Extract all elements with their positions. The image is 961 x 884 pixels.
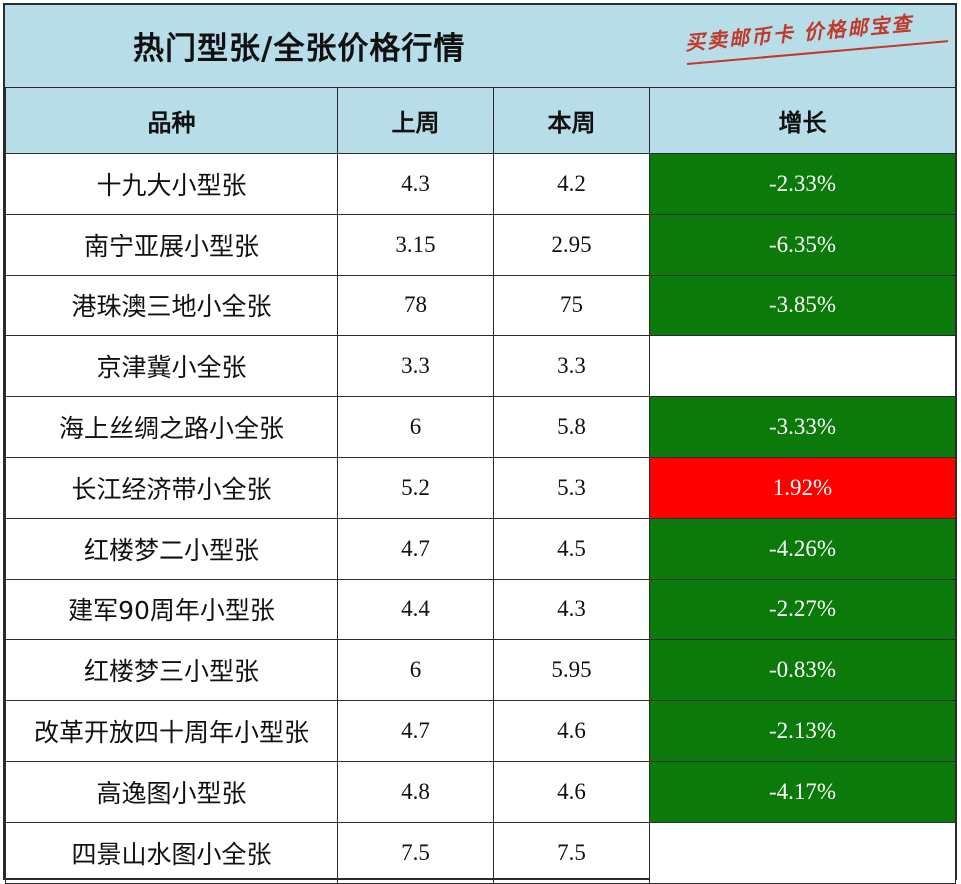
- cell-last-week: 4.4: [337, 578, 494, 641]
- cell-this-week: 75: [493, 274, 650, 337]
- watermark-logo: 买卖邮币卡 价格邮宝查: [684, 11, 915, 55]
- cell-this-week: 4.3: [493, 578, 650, 641]
- cell-growth: -2.33%: [649, 153, 956, 215]
- cell-variety: 红楼梦三小型张: [5, 639, 338, 702]
- table-row: 红楼梦二小型张 4.7 4.5 -4.26%: [5, 517, 956, 580]
- cell-variety: 改革开放四十周年小型张: [5, 700, 338, 762]
- cell-growth: -4.17%: [649, 760, 956, 823]
- cell-last-week: 78: [337, 274, 494, 337]
- cell-this-week: 5.3: [493, 456, 650, 519]
- cell-last-week: 3.15: [337, 213, 494, 276]
- cell-this-week: 4.5: [493, 517, 650, 580]
- cell-this-week: 5.8: [493, 396, 650, 458]
- table-row: 改革开放四十周年小型张 4.7 4.6 -2.13%: [5, 700, 956, 762]
- cell-last-week: 6: [337, 396, 494, 458]
- price-table: 品种 上周 本周 增长 十九大小型张 4.3 4.2 -2.33% 南宁亚展小型张 3.1…: [5, 87, 956, 884]
- cell-this-week: 5.95: [493, 639, 650, 702]
- title-bar: 热门型张/全张价格行情 买卖邮币卡 价格邮宝查: [5, 5, 955, 89]
- cell-variety: 红楼梦二小型张: [5, 517, 338, 580]
- column-header-variety: 品种: [5, 87, 338, 154]
- table-row: 建军90周年小型张 4.4 4.3 -2.27%: [5, 578, 956, 641]
- table-header-row: 品种 上周 本周 增长: [5, 87, 956, 154]
- cell-last-week: 4.7: [337, 700, 494, 762]
- cell-variety: 建军90周年小型张: [5, 578, 338, 641]
- column-header-last-week: 上周: [337, 87, 494, 154]
- cell-growth: [649, 335, 956, 398]
- cell-growth: -4.26%: [649, 517, 956, 580]
- cell-last-week: 4.3: [337, 153, 494, 215]
- cell-this-week: 2.95: [493, 213, 650, 276]
- table-row: 十九大小型张 4.3 4.2 -2.33%: [5, 153, 956, 215]
- cell-growth: [649, 821, 956, 884]
- cell-growth: -3.33%: [649, 396, 956, 458]
- cell-variety: 海上丝绸之路小全张: [5, 396, 338, 458]
- column-header-growth: 增长: [649, 87, 956, 154]
- cell-last-week: 7.5: [337, 821, 494, 884]
- page-title: 热门型张/全张价格行情: [133, 31, 466, 67]
- cell-last-week: 3.3: [337, 335, 494, 398]
- cell-variety: 高逸图小型张: [5, 760, 338, 823]
- cell-this-week: 3.3: [493, 335, 650, 398]
- table-row: 高逸图小型张 4.8 4.6 -4.17%: [5, 760, 956, 823]
- cell-this-week: 4.2: [493, 153, 650, 215]
- table-row: 海上丝绸之路小全张 6 5.8 -3.33%: [5, 396, 956, 458]
- cell-last-week: 6: [337, 639, 494, 702]
- cell-growth: -3.85%: [649, 274, 956, 337]
- table-row: 红楼梦三小型张 6 5.95 -0.83%: [5, 639, 956, 702]
- table-row: 四景山水图小全张 7.5 7.5: [5, 821, 956, 884]
- cell-variety: 京津冀小全张: [5, 335, 338, 398]
- cell-this-week: 7.5: [493, 821, 650, 884]
- cell-variety: 长江经济带小全张: [5, 456, 338, 519]
- cell-last-week: 4.8: [337, 760, 494, 823]
- cell-growth: -0.83%: [649, 639, 956, 702]
- column-header-this-week: 本周: [493, 87, 650, 154]
- cell-growth: 1.92%: [649, 456, 956, 519]
- price-table-panel: 热门型张/全张价格行情 买卖邮币卡 价格邮宝查 品种 上周 本周 增长 十九大小…: [3, 3, 957, 884]
- cell-variety: 南宁亚展小型张: [5, 213, 338, 276]
- cell-variety: 十九大小型张: [5, 153, 338, 215]
- cell-this-week: 4.6: [493, 760, 650, 823]
- cell-last-week: 4.7: [337, 517, 494, 580]
- cell-growth: -2.27%: [649, 578, 956, 641]
- cell-growth: -6.35%: [649, 213, 956, 276]
- cell-variety: 港珠澳三地小全张: [5, 274, 338, 337]
- cell-variety: 四景山水图小全张: [5, 821, 338, 884]
- table-row: 长江经济带小全张 5.2 5.3 1.92%: [5, 456, 956, 519]
- table-row: 京津冀小全张 3.3 3.3: [5, 335, 956, 398]
- cell-last-week: 5.2: [337, 456, 494, 519]
- table-row: 南宁亚展小型张 3.15 2.95 -6.35%: [5, 213, 956, 276]
- cell-growth: -2.13%: [649, 700, 956, 762]
- table-row: 港珠澳三地小全张 78 75 -3.85%: [5, 274, 956, 337]
- cell-this-week: 4.6: [493, 700, 650, 762]
